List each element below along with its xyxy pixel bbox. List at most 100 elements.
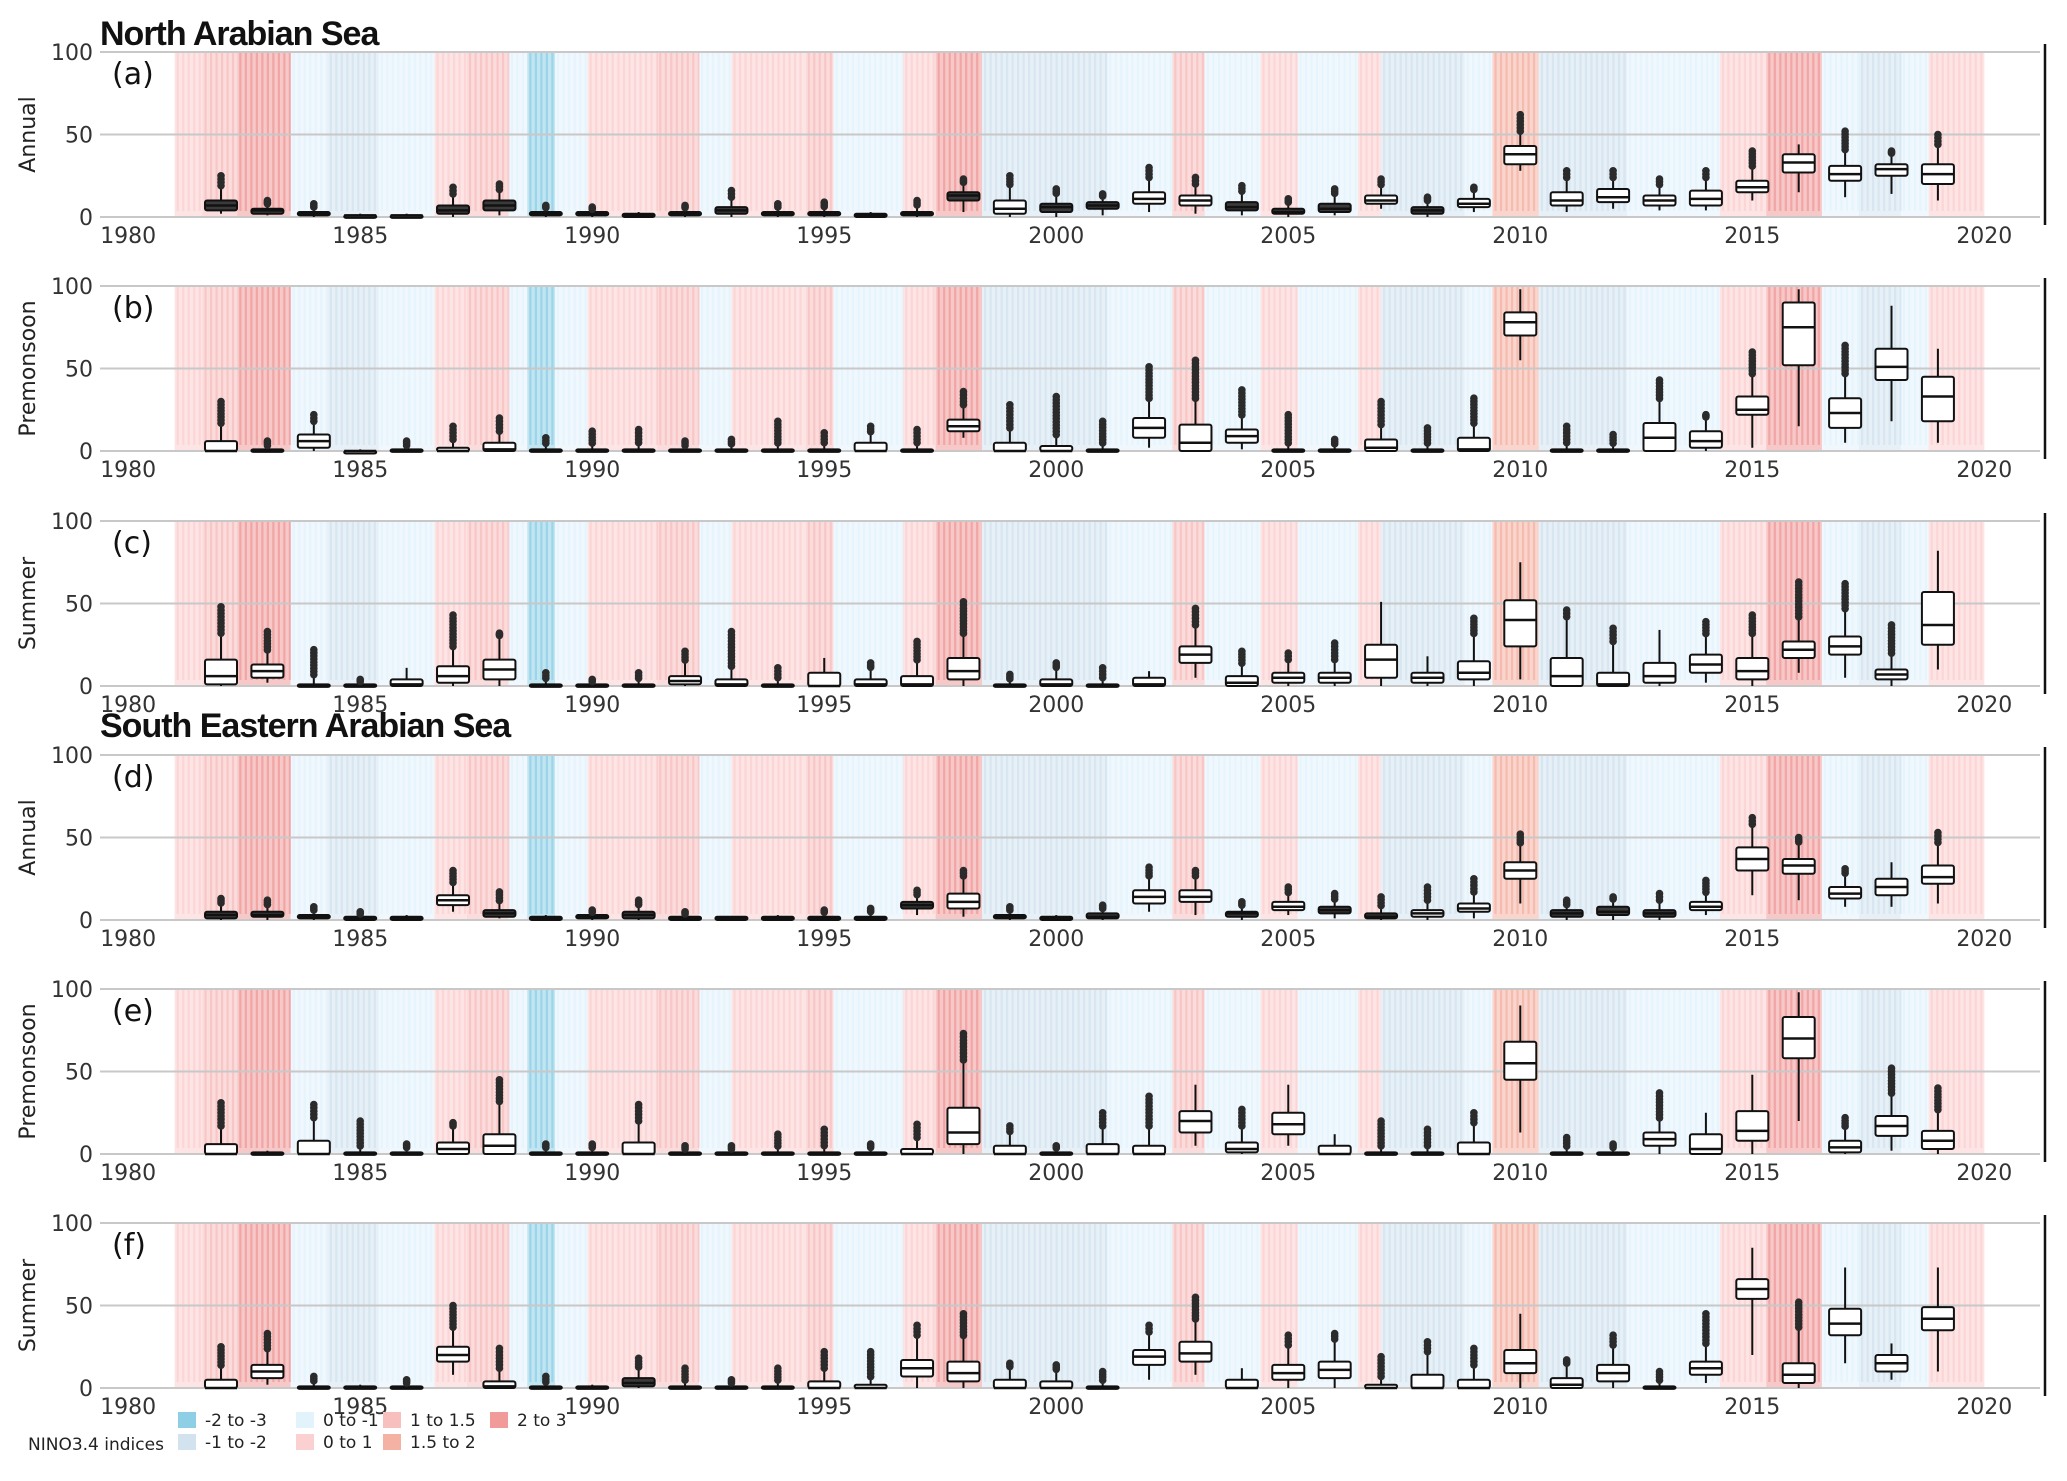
enso-stripe [1667, 989, 1670, 1148]
enso-stripe [329, 52, 332, 211]
enso-stripe [283, 1223, 286, 1382]
enso-stripe [250, 755, 253, 914]
enso-stripe [1370, 286, 1374, 445]
outlier [1006, 903, 1014, 911]
enso-stripe [921, 989, 924, 1148]
enso-stripe [1773, 755, 1776, 914]
outlier [1330, 1329, 1339, 1338]
enso-stripe [458, 755, 461, 914]
enso-stripe [1125, 521, 1129, 680]
enso-stripe [1011, 52, 1014, 211]
enso-stripe [1376, 52, 1379, 211]
enso-stripe [1158, 521, 1162, 680]
enso-stripe [995, 1223, 998, 1382]
enso-stripe [1488, 521, 1491, 680]
enso-stripe [1919, 1223, 1922, 1382]
enso-stripe [1606, 52, 1610, 211]
box-iqr [1735, 395, 1770, 416]
box-1982 [204, 894, 239, 920]
enso-stripe [1801, 989, 1804, 1148]
outlier [495, 888, 504, 896]
enso-stripe [1349, 755, 1352, 914]
enso-stripe [793, 52, 797, 211]
enso-stripe [521, 1223, 524, 1382]
enso-stripe [1410, 286, 1413, 445]
enso-stripe [896, 521, 899, 680]
box-2005 [1271, 883, 1306, 916]
enso-stripe [266, 755, 269, 914]
enso-stripe [402, 521, 405, 680]
enso-stripe [1601, 1223, 1604, 1382]
y-axis-label: Premonsoon [16, 1003, 41, 1139]
enso-stripe [1834, 755, 1838, 914]
box-2015 [1735, 1074, 1770, 1154]
enso-stripe [1590, 989, 1593, 1148]
enso-stripe [1969, 52, 1972, 211]
enso-stripe [534, 521, 537, 680]
enso-stripe [1727, 989, 1730, 1148]
enso-stripe [1245, 521, 1248, 680]
enso-stripe [606, 755, 609, 914]
x-tick-label: 1990 [564, 1161, 620, 1186]
y-axis-label: Summer [16, 556, 41, 650]
box-1986 [389, 667, 424, 688]
enso-stripe [215, 755, 218, 914]
enso-stripe [226, 1223, 229, 1382]
enso-stripe [644, 521, 648, 680]
enso-stripe [954, 286, 957, 445]
enso-stripe [386, 1223, 389, 1382]
enso-stripe [266, 52, 269, 211]
enso-stripe [965, 1223, 968, 1382]
enso-stripe [176, 755, 179, 914]
enso-stripe [1033, 521, 1036, 680]
outlier [1098, 901, 1107, 909]
enso-stripe [932, 755, 935, 914]
enso-stripe [346, 755, 349, 914]
enso-stripe [846, 1223, 849, 1382]
enso-stripe [1206, 989, 1209, 1148]
outlier [217, 603, 225, 611]
enso-stripe [1883, 52, 1886, 211]
enso-stripe [436, 52, 439, 211]
enso-stripe [1256, 521, 1259, 680]
enso-stripe [771, 989, 775, 1148]
box-iqr [1642, 661, 1677, 684]
outlier [1609, 430, 1617, 439]
enso-stripe [896, 755, 899, 914]
outlier [1562, 422, 1571, 431]
enso-stripe [1974, 989, 1977, 1148]
enso-stripe [995, 286, 998, 445]
enso-stripe [198, 521, 201, 680]
enso-stripe [1410, 1223, 1413, 1382]
enso-stripe [1551, 989, 1555, 1148]
enso-stripe [1527, 52, 1530, 211]
box-2001 [1085, 417, 1120, 453]
enso-stripe [1267, 521, 1271, 680]
enso-stripe [1223, 286, 1226, 445]
enso-stripe [1930, 286, 1933, 445]
enso-stripe [529, 989, 532, 1148]
box-1994 [760, 1364, 795, 1390]
legend-swatch [296, 1412, 314, 1428]
enso-stripe [1212, 755, 1215, 914]
enso-stripe [231, 1223, 235, 1382]
outlier [681, 201, 689, 210]
enso-stripe [510, 755, 513, 914]
enso-stripe [1388, 52, 1391, 211]
enso-stripe [1376, 755, 1379, 914]
enso-stripe [1629, 755, 1632, 914]
enso-stripe [1343, 52, 1346, 211]
x-tick-label: 2010 [1492, 1161, 1548, 1186]
enso-stripe [755, 286, 758, 445]
enso-stripe [905, 52, 908, 211]
y-tick-label: 50 [65, 827, 93, 852]
enso-stripe [1028, 989, 1031, 1148]
x-tick-label: 2010 [1492, 224, 1548, 249]
enso-stripe [314, 521, 317, 680]
enso-stripe [1443, 755, 1446, 914]
enso-stripe [1795, 52, 1798, 211]
x-tick-label: 1995 [796, 693, 852, 718]
enso-stripe [380, 989, 383, 1148]
enso-stripe [231, 52, 235, 211]
enso-stripe [1217, 755, 1220, 914]
